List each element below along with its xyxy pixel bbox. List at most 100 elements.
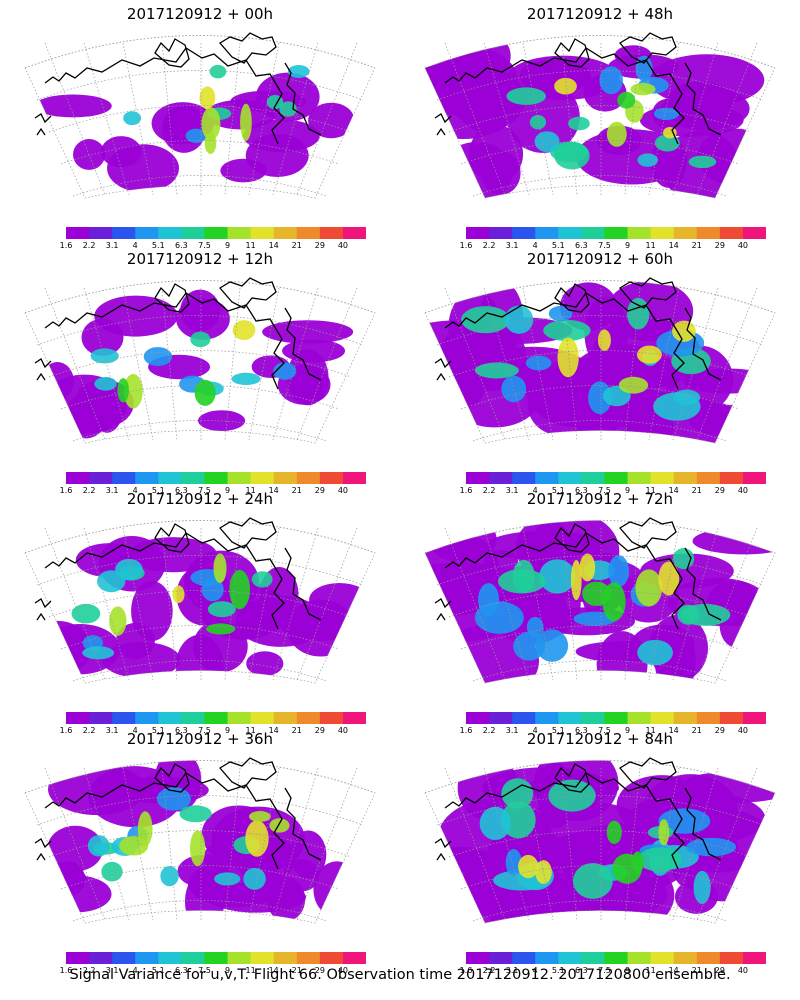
domain-outline bbox=[424, 760, 776, 924]
coastline bbox=[219, 277, 277, 309]
coastline bbox=[284, 62, 322, 136]
variance-area bbox=[653, 107, 680, 120]
longitude-line bbox=[624, 527, 641, 681]
colorbar-tick-label: 2.2 bbox=[82, 486, 96, 495]
colorbar-swatch bbox=[581, 952, 605, 964]
colorbar-swatch bbox=[89, 952, 113, 964]
longitude-line bbox=[122, 527, 154, 681]
colorbar-labels: 1.6 2.2 3.1 4 5.1 6.3 7.5 9 11 14 21 29 40 bbox=[60, 486, 366, 496]
forecast-panel: 2017120912 + 12h 1.6 2.2 3.1 4 5.1 6.3 7.5 9 11 14… bbox=[5, 250, 395, 495]
colorbar-swatch bbox=[296, 712, 321, 724]
coastline bbox=[219, 517, 277, 549]
longitude-line bbox=[248, 767, 280, 921]
colorbar-swatch bbox=[581, 227, 605, 239]
variance-area bbox=[243, 867, 266, 890]
colorbar-swatch bbox=[319, 472, 344, 484]
colorbar-tick-label: 3.1 bbox=[505, 966, 519, 975]
colorbar-swatch bbox=[273, 712, 298, 724]
latitude-line bbox=[472, 420, 728, 442]
colorbar-swatch bbox=[512, 472, 536, 484]
coastline bbox=[284, 307, 322, 381]
colorbar-tick-label: 40 bbox=[737, 486, 749, 495]
latitude-line bbox=[448, 830, 752, 858]
colorbar-swatch bbox=[112, 952, 136, 964]
coastline bbox=[554, 523, 590, 553]
colorbar-swatch bbox=[66, 952, 90, 964]
variance-area bbox=[245, 820, 269, 857]
colorbar-swatch bbox=[135, 472, 159, 484]
variance-area bbox=[117, 378, 129, 403]
variance-area bbox=[579, 553, 596, 582]
colorbar-tick-label: 14 bbox=[668, 241, 679, 250]
coastline bbox=[554, 283, 590, 313]
variance-area bbox=[283, 859, 320, 892]
colorbar-tick-label: 40 bbox=[737, 966, 749, 975]
colorbar-labels: 1.6 2.2 3.1 4 5.1 6.3 7.5 9 11 14 21 29 40 bbox=[60, 966, 366, 976]
variance-area bbox=[513, 632, 546, 661]
longitude-line bbox=[561, 767, 578, 921]
colorbar-swatch bbox=[650, 712, 675, 724]
variance-area bbox=[201, 578, 224, 602]
colorbar bbox=[66, 227, 366, 239]
colorbar-swatch bbox=[696, 472, 721, 484]
colorbar-swatch bbox=[581, 472, 605, 484]
variance-area bbox=[47, 825, 104, 872]
colorbar-tick-label: 6.3 bbox=[175, 726, 188, 735]
colorbar-swatch bbox=[512, 227, 536, 239]
colorbar-tick-label: 6.3 bbox=[575, 966, 588, 975]
colorbar-swatch bbox=[296, 472, 321, 484]
latitude-line bbox=[436, 315, 764, 346]
longitude-line bbox=[444, 527, 506, 681]
variance-area bbox=[618, 376, 649, 394]
longitude-line bbox=[648, 527, 680, 681]
variance-area bbox=[205, 99, 276, 130]
colorbar-tick-label: 3.1 bbox=[505, 486, 519, 495]
latitude-line bbox=[36, 315, 364, 346]
variance-area bbox=[570, 560, 582, 601]
colorbar-tick-label: 29 bbox=[314, 966, 325, 975]
longitude-line bbox=[296, 527, 358, 681]
domain-outline bbox=[24, 35, 376, 199]
variance-area bbox=[693, 870, 711, 905]
variance-area bbox=[246, 651, 284, 677]
colorbar-swatch bbox=[535, 227, 559, 239]
colorbar-swatch bbox=[627, 227, 652, 239]
latitude-line bbox=[460, 865, 740, 890]
colorbar-tick-label: 7.5 bbox=[598, 726, 611, 735]
colorbar-swatch bbox=[319, 712, 344, 724]
variance-area bbox=[101, 861, 123, 882]
colorbar-tick-label: 1.6 bbox=[459, 726, 473, 735]
colorbar-tick-label: 5.1 bbox=[551, 486, 565, 495]
colorbar-swatch bbox=[742, 712, 766, 724]
coastline bbox=[619, 277, 677, 309]
colorbar-tick-label: 9 bbox=[224, 966, 231, 975]
polar-map bbox=[424, 277, 776, 444]
variance-area bbox=[34, 94, 112, 118]
colorbar-swatch bbox=[742, 472, 766, 484]
colorbar-swatch bbox=[604, 952, 629, 964]
latitude-line bbox=[460, 385, 740, 410]
longitude-line bbox=[122, 767, 154, 921]
colorbar-tick-label: 14 bbox=[268, 966, 279, 975]
latitude-line bbox=[472, 900, 728, 922]
variance-area bbox=[232, 320, 256, 341]
colorbar-tick-label: 1.6 bbox=[459, 486, 473, 495]
variance-area bbox=[65, 393, 107, 439]
colorbar-swatch bbox=[112, 712, 136, 724]
colorbar-labels: 1.6 2.2 3.1 4 5.1 6.3 7.5 9 11 14 21 29 40 bbox=[60, 241, 366, 251]
variance-area bbox=[245, 133, 309, 178]
variance-area bbox=[206, 623, 236, 635]
variance-area bbox=[483, 550, 519, 571]
colorbar-swatch bbox=[558, 227, 582, 239]
domain-outline bbox=[24, 280, 376, 444]
variance-area bbox=[207, 601, 236, 618]
forecast-panel: 2017120912 + 00h 1.6 2.2 3.1 4 5.1 6.3 7.5 9 11 14… bbox=[5, 5, 395, 250]
latitude-line bbox=[36, 555, 364, 586]
colorbar bbox=[66, 952, 366, 964]
variance-area bbox=[557, 337, 579, 378]
panel-title: 2017120912 + 72h bbox=[526, 490, 674, 508]
colorbar-tick-label: 4 bbox=[132, 486, 138, 495]
colorbar-swatch bbox=[135, 227, 159, 239]
colorbar-swatch bbox=[227, 472, 252, 484]
colorbar-swatch bbox=[135, 712, 159, 724]
